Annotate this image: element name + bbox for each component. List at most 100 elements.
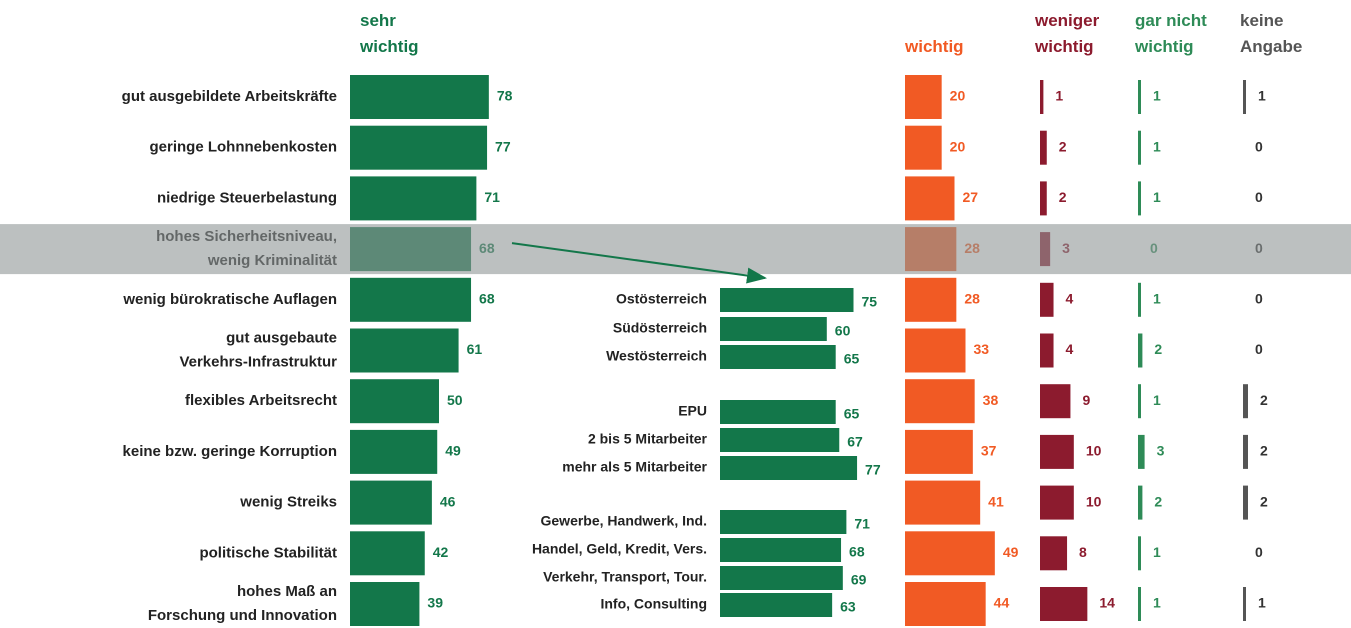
sub-category-label: Info, Consulting (600, 596, 707, 612)
bar (720, 400, 836, 424)
sub-category-label: 2 bis 5 Mitarbeiter (588, 431, 708, 447)
bar (1243, 434, 1248, 469)
bar (1138, 130, 1141, 165)
bar (350, 176, 477, 221)
bar (720, 428, 840, 452)
value-label: 0 (1255, 544, 1263, 560)
bar (905, 277, 957, 322)
legend-label: weniger wichtig (1034, 11, 1104, 56)
value-label: 1 (1258, 595, 1266, 611)
value-label: 4 (1066, 291, 1074, 307)
legend-line: wichtig (904, 37, 964, 56)
bar (1040, 485, 1074, 520)
value-label: 46 (440, 493, 456, 509)
value-label: 27 (963, 189, 979, 205)
legend-line: weniger (1034, 11, 1104, 30)
value-label: 65 (844, 406, 860, 422)
category-label: gut ausgebaute (226, 329, 337, 346)
value-label: 3 (1157, 443, 1165, 459)
bar (905, 125, 942, 170)
bar (1040, 130, 1047, 165)
value-label: 10 (1086, 443, 1102, 459)
legend-label: gar nicht wichtig (1134, 11, 1212, 56)
bar (1040, 434, 1074, 469)
value-label: 39 (427, 595, 443, 611)
bar (720, 456, 858, 480)
bar (350, 328, 459, 373)
value-label: 1 (1258, 88, 1266, 104)
value-label: 50 (447, 392, 463, 408)
bar (1040, 282, 1054, 317)
bar (720, 593, 833, 617)
bar (1138, 181, 1141, 216)
bar (905, 480, 981, 525)
value-label: 61 (467, 341, 483, 357)
bar (905, 429, 973, 474)
value-label: 75 (862, 294, 878, 310)
value-label: 68 (479, 291, 495, 307)
bar (350, 379, 439, 424)
category-label: keine bzw. geringe Korruption (123, 443, 337, 460)
value-label: 2 (1154, 341, 1162, 357)
value-label: 49 (445, 443, 461, 459)
bar (720, 510, 847, 534)
value-label: 20 (950, 88, 966, 104)
category-label: wenig bürokratische Auflagen (122, 291, 337, 308)
bar (1138, 434, 1145, 469)
value-label: 0 (1255, 189, 1263, 205)
value-label: 2 (1154, 493, 1162, 509)
value-label: 37 (981, 443, 997, 459)
value-label: 71 (854, 516, 870, 532)
value-label: 2 (1260, 443, 1268, 459)
legend-label: wichtig (904, 37, 964, 56)
category-label: flexibles Arbeitsrecht (185, 392, 337, 409)
bar (1040, 333, 1054, 368)
category-label: geringe Lohnnebenkosten (149, 139, 337, 156)
bar (350, 75, 489, 119)
value-label: 2 (1260, 392, 1268, 408)
value-label: 1 (1055, 88, 1063, 104)
value-label: 78 (497, 88, 513, 104)
value-label: 71 (484, 189, 500, 205)
bar (720, 288, 854, 312)
category-label: Verkehrs-Infrastruktur (179, 353, 337, 370)
value-label: 42 (433, 544, 449, 560)
bar (720, 538, 842, 562)
bar (350, 582, 420, 626)
bar (1243, 384, 1248, 419)
bar (1243, 80, 1246, 114)
bar (350, 429, 438, 474)
category-label: politische Stabilität (199, 544, 337, 561)
category-label: gut ausgebildete Arbeitskräfte (122, 88, 337, 105)
value-label: 4 (1066, 341, 1074, 357)
value-label: 33 (974, 341, 990, 357)
sub-category-label: Verkehr, Transport, Tour. (543, 569, 707, 585)
bar (1040, 536, 1068, 571)
legend-line: gar nicht (1135, 11, 1212, 30)
bar (1138, 80, 1141, 114)
bar (905, 328, 966, 373)
legend-label: keine Angabe (1240, 11, 1302, 56)
bar (350, 480, 432, 525)
value-label: 0 (1255, 341, 1263, 357)
value-label: 0 (1255, 138, 1263, 154)
value-label: 68 (849, 544, 865, 560)
bar (1138, 587, 1141, 621)
value-label: 20 (950, 138, 966, 154)
bar (905, 379, 975, 424)
bar (350, 531, 425, 576)
value-label: 44 (994, 595, 1010, 611)
bar (905, 531, 995, 576)
sub-category-label: EPU (678, 403, 707, 419)
value-label: 67 (847, 434, 863, 450)
sub-category-label: Westösterreich (606, 348, 707, 364)
legend-line: sehr (360, 11, 401, 30)
bar (1040, 384, 1071, 419)
sub-category-label: Südösterreich (613, 320, 707, 336)
category-label: Forschung und Innovation (148, 607, 337, 624)
bar (350, 125, 488, 170)
bar (1243, 587, 1246, 621)
bar (905, 75, 942, 119)
value-label: 41 (988, 493, 1004, 509)
